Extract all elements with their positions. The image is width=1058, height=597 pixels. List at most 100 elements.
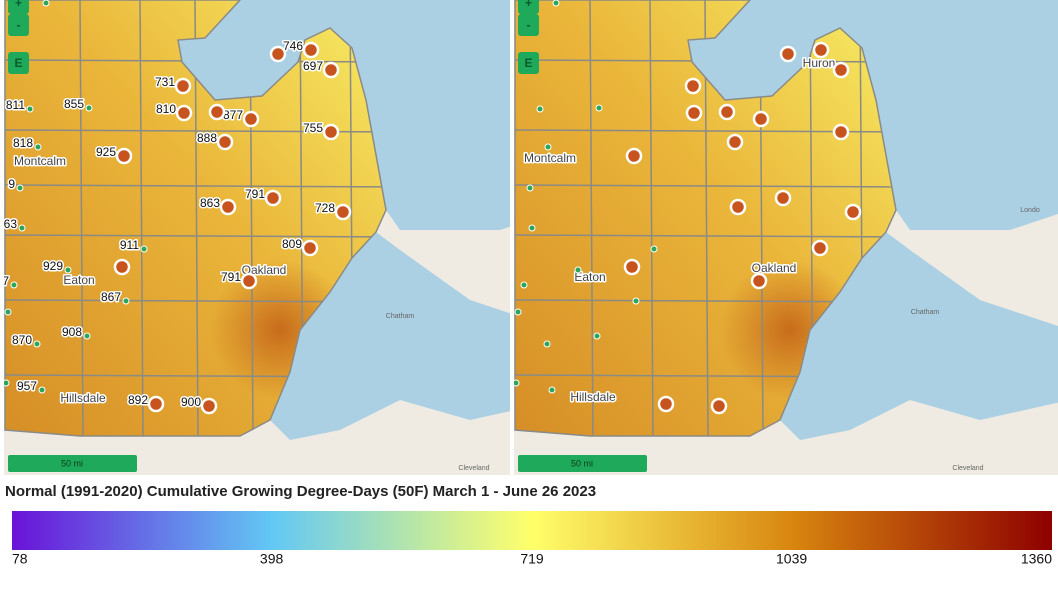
lake-st-clair bbox=[345, 270, 380, 300]
station-dot bbox=[16, 184, 24, 192]
county-line bbox=[649, 0, 654, 436]
station-dot bbox=[264, 189, 282, 207]
county-line bbox=[515, 184, 896, 188]
station-label: 957 bbox=[17, 379, 37, 393]
station-dot bbox=[774, 189, 792, 207]
county-line bbox=[139, 0, 144, 436]
station-label: 7 bbox=[2, 274, 9, 288]
station-label: 925 bbox=[96, 145, 116, 159]
map-control bbox=[518, 0, 539, 14]
station-dot bbox=[33, 340, 41, 348]
station-label: 697 bbox=[303, 59, 323, 73]
station-dot bbox=[18, 224, 26, 232]
station-label: 731 bbox=[155, 75, 175, 89]
station-dot bbox=[219, 198, 237, 216]
station-dot bbox=[113, 258, 131, 276]
station-dot bbox=[552, 0, 560, 7]
station-dot bbox=[625, 147, 643, 165]
station-dot bbox=[64, 266, 72, 274]
county-line bbox=[589, 0, 594, 436]
station-dot bbox=[42, 0, 50, 7]
station-dot bbox=[526, 184, 534, 192]
station-label: 818 bbox=[13, 136, 33, 150]
map-control-label: E bbox=[14, 56, 22, 70]
station-label: 911 bbox=[120, 238, 139, 252]
station-dot bbox=[200, 397, 218, 415]
gdd-hotspot bbox=[5, 0, 386, 436]
county-label: Hillsdale bbox=[570, 390, 616, 404]
basemap-label: Cleveland bbox=[458, 465, 489, 472]
station-dot bbox=[632, 297, 640, 305]
colorbar-tick-label: 78 bbox=[12, 551, 28, 567]
county-label: Oakland bbox=[752, 261, 797, 275]
station-dot bbox=[718, 103, 736, 121]
station-dot bbox=[322, 61, 340, 79]
station-dot bbox=[147, 395, 165, 413]
scale-bar bbox=[8, 455, 137, 472]
station-label: 867 bbox=[101, 290, 121, 304]
legend-title: Normal (1991-2020) Cumulative Growing De… bbox=[5, 483, 596, 500]
station-label: 755 bbox=[303, 121, 323, 135]
station-dot bbox=[26, 105, 34, 113]
station-dot bbox=[536, 105, 544, 113]
basemap-label: Chatham bbox=[386, 313, 415, 320]
colorbar-tick-label: 1360 bbox=[1021, 551, 1052, 567]
map-control-label: - bbox=[527, 18, 531, 32]
station-dot bbox=[543, 340, 551, 348]
station-dot bbox=[83, 332, 91, 340]
station-dot bbox=[595, 104, 603, 112]
scale-label: 50 mi bbox=[571, 458, 593, 468]
station-dot bbox=[175, 104, 193, 122]
station-dot bbox=[38, 386, 46, 394]
station-dot bbox=[684, 77, 702, 95]
station-dot bbox=[122, 297, 130, 305]
station-label: 9 bbox=[8, 177, 15, 191]
station-label: 809 bbox=[282, 237, 302, 251]
station-dot bbox=[650, 245, 658, 253]
county-label: Eaton bbox=[63, 273, 94, 287]
station-label: 908 bbox=[62, 325, 82, 339]
station-dot bbox=[623, 258, 641, 276]
basemap-label: Cleveland bbox=[952, 465, 983, 472]
station-dot bbox=[301, 239, 319, 257]
station-dot bbox=[208, 103, 226, 121]
station-dot bbox=[115, 147, 133, 165]
station-dot bbox=[657, 395, 675, 413]
station-dot bbox=[269, 45, 287, 63]
county-line bbox=[79, 0, 84, 436]
station-dot bbox=[750, 272, 768, 290]
region-outline bbox=[514, 0, 897, 437]
station-dot bbox=[811, 239, 829, 257]
station-dot bbox=[4, 308, 12, 316]
map-panel: Chatham Londo Cleveland Huron Montcalm Eaton O… bbox=[514, 0, 1058, 475]
map-control bbox=[8, 0, 29, 14]
map-control-label: + bbox=[15, 0, 22, 10]
map-panel: ChathamClevelandMontcalmEatonHillsdaleOa… bbox=[2, 0, 510, 475]
station-dot bbox=[812, 41, 830, 59]
station-label: 855 bbox=[64, 97, 84, 111]
basemap-label: Chatham bbox=[911, 309, 940, 316]
station-dot bbox=[4, 379, 10, 387]
station-dot bbox=[10, 281, 18, 289]
map-control bbox=[518, 14, 539, 36]
map-canvas: Chatham Londo Cleveland Huron Montcalm Eaton O… bbox=[514, 0, 1058, 475]
station-dot bbox=[593, 332, 601, 340]
station-dot bbox=[302, 41, 320, 59]
station-dot bbox=[174, 77, 192, 95]
county-label: Huron bbox=[803, 56, 836, 70]
station-label: 810 bbox=[156, 102, 176, 116]
station-dot bbox=[685, 104, 703, 122]
station-dot bbox=[322, 123, 340, 141]
station-dot bbox=[832, 123, 850, 141]
station-dot bbox=[242, 110, 260, 128]
map-control-label: E bbox=[524, 56, 532, 70]
lake-huron bbox=[688, 0, 1058, 230]
station-dot bbox=[729, 198, 747, 216]
map-canvas: ChathamClevelandMontcalmEatonHillsdaleOa… bbox=[2, 0, 510, 475]
station-dot bbox=[528, 224, 536, 232]
station-label: 63 bbox=[4, 217, 18, 231]
station-dot bbox=[514, 308, 522, 316]
lake-erie bbox=[780, 232, 1058, 440]
